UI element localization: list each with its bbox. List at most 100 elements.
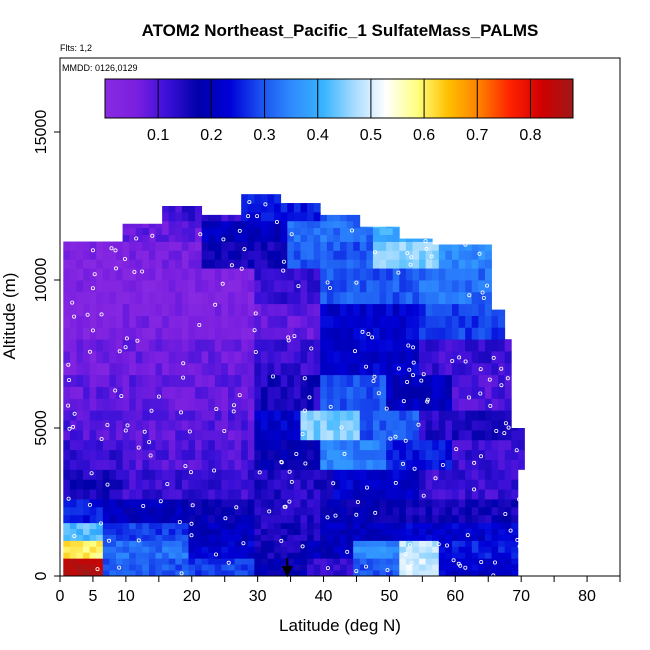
heatmap-cell xyxy=(76,398,84,411)
heatmap-cell xyxy=(478,429,486,441)
heatmap-cell xyxy=(405,479,413,490)
sample-point xyxy=(85,312,90,317)
heatmap-cell xyxy=(346,420,354,431)
heatmap-cell xyxy=(465,459,473,470)
heatmap-cell xyxy=(260,259,268,269)
heatmap-cell xyxy=(122,540,130,547)
heatmap-cell xyxy=(372,410,380,421)
heatmap-cell xyxy=(346,469,354,480)
sample-point xyxy=(450,358,455,363)
sample-point xyxy=(423,239,428,244)
heatmap-cell xyxy=(254,546,262,553)
sample-point xyxy=(141,503,146,508)
heatmap-cell xyxy=(260,479,268,490)
heatmap-cell xyxy=(445,469,453,480)
heatmap-cell xyxy=(208,479,216,490)
heatmap-cell xyxy=(89,420,97,431)
heatmap-cell xyxy=(69,522,77,530)
heatmap-cell xyxy=(96,280,104,293)
heatmap-cell xyxy=(122,223,130,229)
heatmap-cell xyxy=(241,227,249,236)
heatmap-cell xyxy=(392,420,400,431)
plot-frame xyxy=(59,57,621,577)
heatmap-cell xyxy=(102,315,110,328)
heatmap-cell xyxy=(83,241,91,251)
heatmap-cell xyxy=(201,259,209,269)
heatmap-cell xyxy=(445,362,453,376)
heatmap-cell xyxy=(280,540,288,547)
sample-point xyxy=(198,232,203,237)
heatmap-cell xyxy=(116,499,123,508)
heatmap-cell xyxy=(498,469,506,480)
heatmap-cell xyxy=(181,534,189,541)
heatmap-cell xyxy=(438,534,446,541)
sample-point xyxy=(393,434,398,439)
sample-point xyxy=(66,362,71,367)
sample-point xyxy=(463,242,468,247)
heatmap-cell xyxy=(392,506,400,516)
heatmap-cell xyxy=(96,327,104,340)
heatmap-cell xyxy=(267,528,275,535)
heatmap-cell xyxy=(359,469,367,480)
heatmap-cell xyxy=(491,558,499,565)
heatmap-cell xyxy=(445,540,453,547)
heatmap-cell xyxy=(504,534,512,541)
heatmap-cell xyxy=(359,250,367,260)
heatmap-cell xyxy=(76,259,84,269)
heatmap-cell xyxy=(405,570,413,576)
heatmap-cell xyxy=(484,506,492,516)
heatmap-cell xyxy=(432,522,440,530)
heatmap-cell xyxy=(142,439,150,451)
heatmap-cell xyxy=(83,570,91,576)
heatmap-cell xyxy=(63,439,71,451)
heatmap-cell xyxy=(425,570,433,576)
heatmap-cell xyxy=(195,528,203,535)
sample-point xyxy=(136,445,141,450)
heatmap-cell xyxy=(175,540,183,547)
heatmap-cell xyxy=(89,327,97,340)
heatmap-cell xyxy=(419,259,427,269)
sample-point xyxy=(517,497,522,502)
heatmap-cell xyxy=(83,315,91,328)
heatmap-cell xyxy=(498,558,506,565)
heatmap-cell xyxy=(109,534,117,541)
sample-point xyxy=(95,567,100,572)
heatmap-cell xyxy=(307,528,315,535)
heatmap-cell xyxy=(188,211,196,222)
heatmap-cell xyxy=(129,351,137,364)
heatmap-cell xyxy=(267,420,275,431)
heatmap-cell xyxy=(372,506,380,516)
heatmap-cell xyxy=(247,546,255,553)
heatmap-cell xyxy=(221,315,229,328)
heatmap-cell xyxy=(366,410,374,421)
heatmap-cell xyxy=(333,469,341,480)
heatmap-cell xyxy=(122,410,130,421)
sample-point xyxy=(99,312,104,317)
heatmap-cell xyxy=(122,250,130,260)
heatmap-cell xyxy=(109,546,117,553)
heatmap-cell xyxy=(69,570,77,576)
heatmap-cell xyxy=(221,514,229,524)
heatmap-cell xyxy=(326,250,334,260)
heatmap-cell xyxy=(452,250,459,260)
heatmap-cell xyxy=(175,351,183,364)
heatmap-cell xyxy=(195,489,203,500)
heatmap-cell xyxy=(142,259,150,269)
heatmap-cell xyxy=(96,506,104,516)
heatmap-cell xyxy=(333,339,341,352)
heatmap-cell xyxy=(471,429,479,441)
heatmap-cell xyxy=(247,420,255,431)
heatmap-cell xyxy=(293,570,301,576)
heatmap-cell xyxy=(83,439,91,451)
heatmap-cell xyxy=(195,570,203,576)
heatmap-cell xyxy=(175,220,183,229)
heatmap-cell xyxy=(438,558,446,565)
heatmap-cell xyxy=(96,439,104,451)
heatmap-cell xyxy=(379,459,387,470)
sample-point xyxy=(342,451,347,456)
heatmap-cell xyxy=(155,410,163,421)
heatmap-cell xyxy=(320,546,328,553)
heatmap-cell xyxy=(96,291,104,305)
heatmap-cell xyxy=(307,429,315,441)
heatmap-cell xyxy=(372,303,380,316)
